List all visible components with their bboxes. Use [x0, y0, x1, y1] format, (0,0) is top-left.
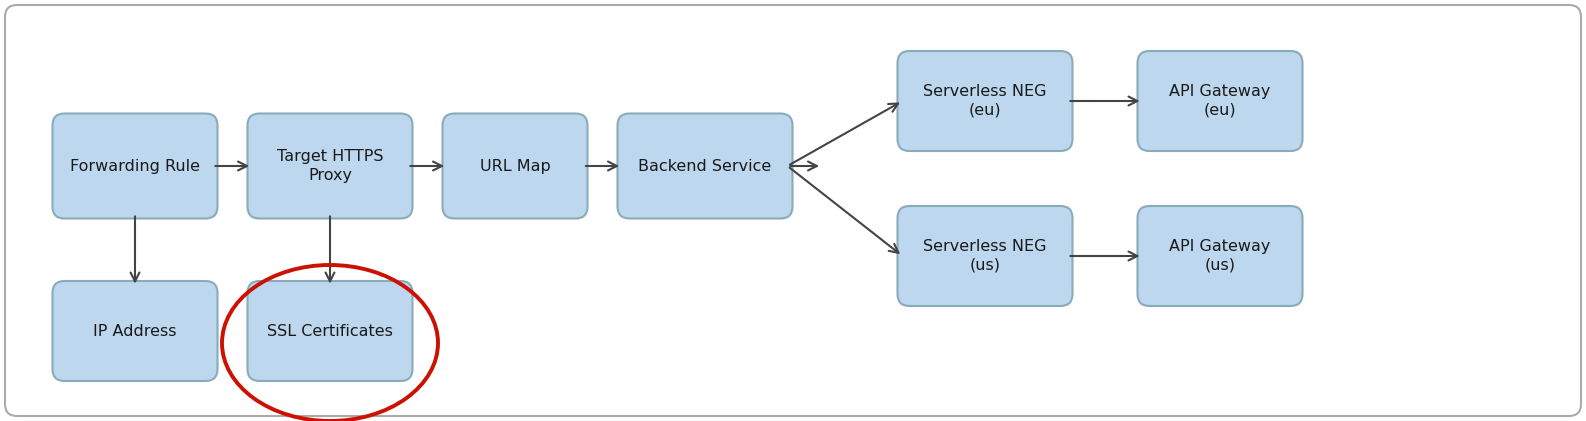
- FancyBboxPatch shape: [52, 281, 217, 381]
- FancyBboxPatch shape: [898, 51, 1072, 151]
- Text: API Gateway
(us): API Gateway (us): [1169, 239, 1270, 273]
- FancyBboxPatch shape: [617, 114, 793, 218]
- Text: URL Map: URL Map: [479, 158, 550, 173]
- Text: Backend Service: Backend Service: [639, 158, 772, 173]
- Text: Forwarding Rule: Forwarding Rule: [70, 158, 200, 173]
- FancyBboxPatch shape: [1137, 51, 1302, 151]
- FancyBboxPatch shape: [1137, 206, 1302, 306]
- FancyBboxPatch shape: [247, 281, 412, 381]
- FancyBboxPatch shape: [442, 114, 587, 218]
- Text: Target HTTPS
Proxy: Target HTTPS Proxy: [276, 149, 384, 183]
- Text: Serverless NEG
(us): Serverless NEG (us): [923, 239, 1047, 273]
- FancyBboxPatch shape: [52, 114, 217, 218]
- Text: IP Address: IP Address: [94, 323, 176, 338]
- Text: SSL Certificates: SSL Certificates: [266, 323, 393, 338]
- FancyBboxPatch shape: [898, 206, 1072, 306]
- FancyBboxPatch shape: [247, 114, 412, 218]
- Text: Serverless NEG
(eu): Serverless NEG (eu): [923, 84, 1047, 118]
- Text: API Gateway
(eu): API Gateway (eu): [1169, 84, 1270, 118]
